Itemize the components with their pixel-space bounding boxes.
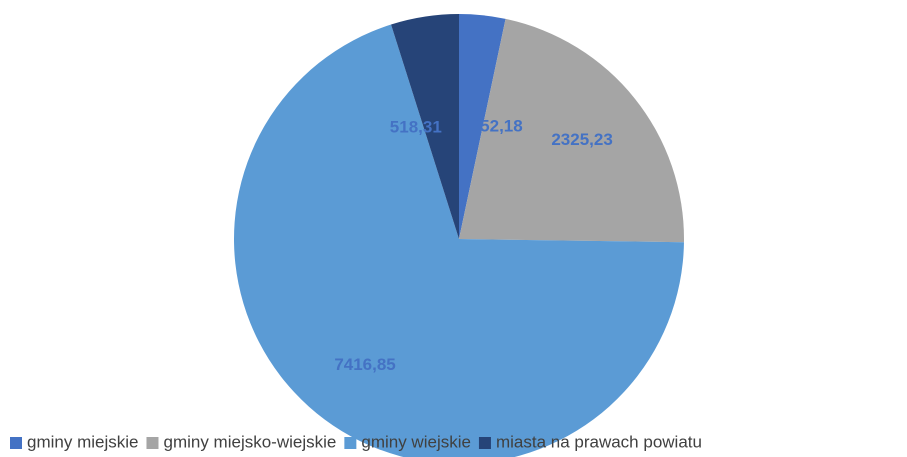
data-label: 7416,85: [334, 355, 395, 374]
legend-swatch: [344, 437, 357, 449]
data-label: 2325,23: [551, 130, 612, 149]
legend-swatch: [146, 437, 159, 449]
data-label: 352,18: [471, 117, 523, 136]
pie-slice: [391, 14, 459, 239]
legend-label: miasta na prawach powiatu: [496, 432, 702, 451]
legend-swatch: [478, 437, 491, 449]
pie-slice: [459, 14, 506, 239]
legend-label: gminy miejskie: [27, 432, 138, 451]
pie-slice: [234, 24, 684, 457]
legend-swatch: [10, 437, 22, 449]
legend-label: gminy wiejskie: [361, 432, 471, 451]
pie-slice: [459, 18, 685, 243]
data-label: 518,31: [390, 117, 442, 136]
legend-label: gminy miejsko-wiejskie: [163, 432, 336, 451]
